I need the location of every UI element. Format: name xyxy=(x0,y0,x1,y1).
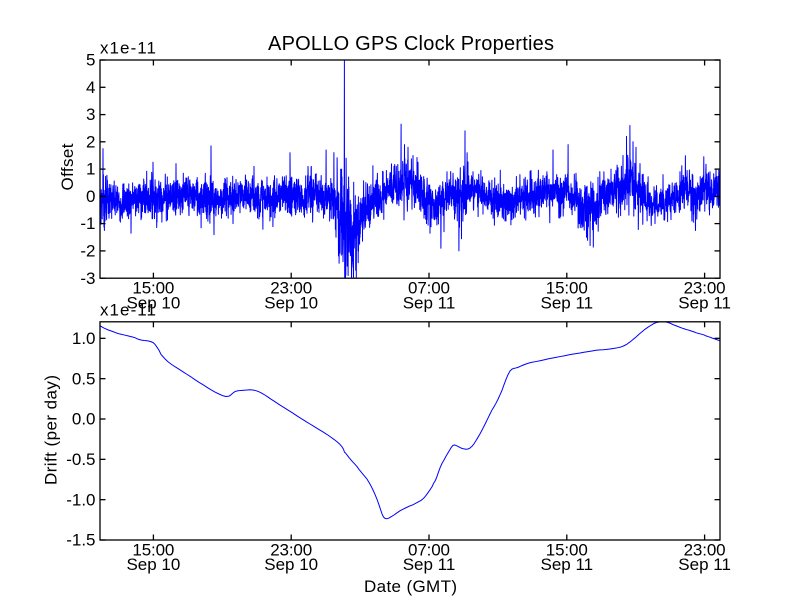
svg-text:Date (GMT): Date (GMT) xyxy=(364,577,457,596)
svg-text:3: 3 xyxy=(86,105,95,124)
svg-text:23:00: 23:00 xyxy=(684,279,726,298)
svg-text:Sep 11: Sep 11 xyxy=(678,555,731,574)
svg-text:-0.5: -0.5 xyxy=(66,450,95,469)
svg-text:15:00: 15:00 xyxy=(132,540,174,559)
svg-text:x1e-11: x1e-11 xyxy=(100,301,156,320)
svg-text:Sep 11: Sep 11 xyxy=(540,555,593,574)
svg-text:15:00: 15:00 xyxy=(546,279,588,298)
svg-text:23:00: 23:00 xyxy=(684,540,726,559)
svg-text:-1: -1 xyxy=(80,214,95,233)
svg-text:0.5: 0.5 xyxy=(72,369,96,388)
svg-text:1: 1 xyxy=(86,160,95,179)
svg-text:0: 0 xyxy=(86,187,95,206)
svg-text:5: 5 xyxy=(86,51,95,70)
svg-text:Drift (per day): Drift (per day) xyxy=(42,375,61,485)
svg-text:-2: -2 xyxy=(80,242,95,261)
svg-text:15:00: 15:00 xyxy=(546,540,588,559)
svg-text:Sep 11: Sep 11 xyxy=(403,555,456,574)
svg-text:Sep 10: Sep 10 xyxy=(126,293,180,312)
svg-text:07:00: 07:00 xyxy=(408,540,450,559)
svg-text:2: 2 xyxy=(86,132,95,151)
svg-text:x1e-11: x1e-11 xyxy=(100,39,156,58)
svg-text:0.0: 0.0 xyxy=(72,410,96,429)
svg-text:23:00: 23:00 xyxy=(270,279,312,298)
svg-text:23:00: 23:00 xyxy=(270,540,312,559)
svg-text:15:00: 15:00 xyxy=(132,279,174,298)
svg-text:-1.5: -1.5 xyxy=(66,531,95,550)
svg-text:Sep 11: Sep 11 xyxy=(678,293,731,312)
svg-text:-1.0: -1.0 xyxy=(66,490,95,509)
svg-text:Sep 10: Sep 10 xyxy=(126,555,180,574)
svg-text:1.0: 1.0 xyxy=(72,329,96,348)
svg-text:4: 4 xyxy=(86,78,95,97)
svg-text:Sep 11: Sep 11 xyxy=(540,293,593,312)
svg-text:Sep 10: Sep 10 xyxy=(264,555,318,574)
svg-text:Sep 10: Sep 10 xyxy=(264,293,318,312)
svg-text:APOLLO GPS Clock Properties: APOLLO GPS Clock Properties xyxy=(268,33,554,55)
svg-text:07:00: 07:00 xyxy=(408,279,450,298)
svg-text:-3: -3 xyxy=(80,269,95,288)
svg-text:Sep 11: Sep 11 xyxy=(403,293,456,312)
svg-text:Offset: Offset xyxy=(58,143,77,190)
